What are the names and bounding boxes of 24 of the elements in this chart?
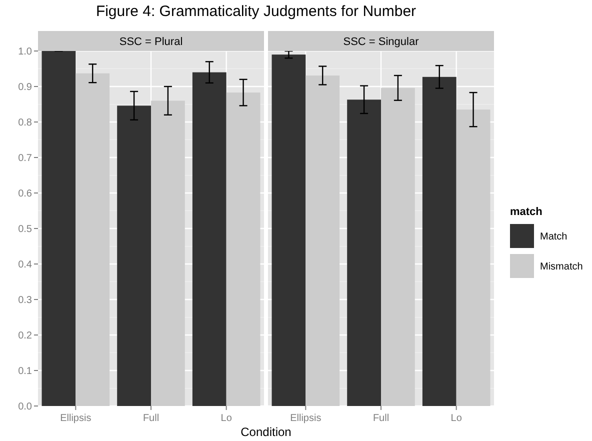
x-tick-label: Ellipsis <box>60 413 92 424</box>
legend-label: Match <box>540 232 568 242</box>
x-tick-label: Lo <box>450 413 462 424</box>
y-tick-label: 0.6 <box>18 188 32 200</box>
y-tick-label: 0.8 <box>18 118 32 128</box>
chart-subtitle: SSC = Singular <box>343 36 420 48</box>
x-axis-title: Condition <box>240 425 292 439</box>
y-tick-label: 0.3 <box>18 295 32 306</box>
legend-label: Mismatch <box>540 262 583 272</box>
x-tick-label: Ellipsis <box>290 413 322 424</box>
y-tick-label: 0.1 <box>18 366 32 377</box>
legend-title: match <box>510 206 543 218</box>
y-tick-label: 0.0 <box>18 402 32 412</box>
chart-title: Figure 4: Grammaticality Judgments for Number <box>96 3 416 20</box>
chart-subtitle: SSC = Plural <box>119 36 183 48</box>
x-tick-label: Lo <box>220 413 232 424</box>
x-tick-label: Full <box>372 413 390 424</box>
y-tick-label: 0.5 <box>18 224 32 235</box>
y-tick-label: 0.7 <box>18 153 32 164</box>
y-tick-label: 0.9 <box>18 82 32 93</box>
y-tick-label: 0.4 <box>18 260 32 270</box>
y-tick-label: 1.0 <box>18 46 32 58</box>
x-tick-label: Full <box>142 413 160 424</box>
y-tick-label: 0.2 <box>18 330 32 342</box>
